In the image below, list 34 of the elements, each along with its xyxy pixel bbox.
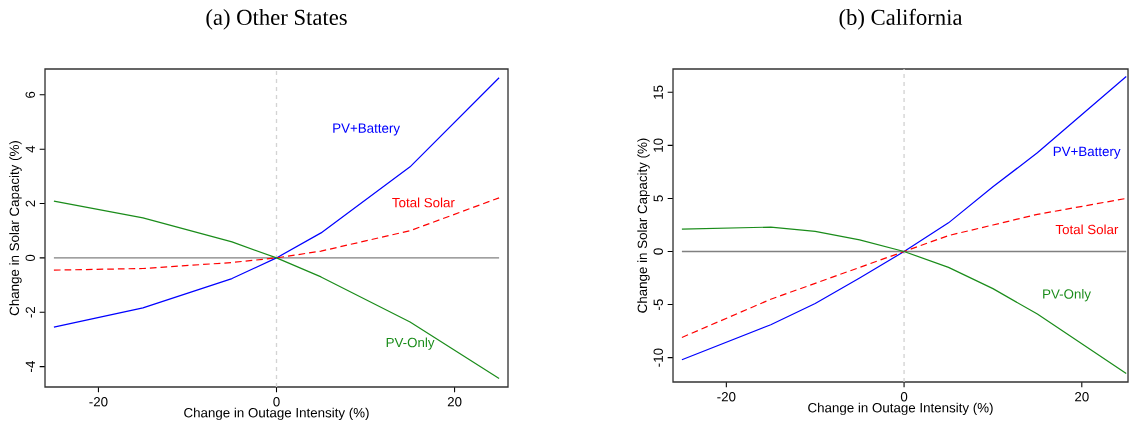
x-tick-label: 20 (447, 397, 462, 407)
y-tick-label: -5 (653, 299, 663, 310)
x-axis-title: Change in Outage Intensity (%) (808, 402, 993, 416)
line-series (681, 226, 1127, 375)
series-label: PV-Only (1043, 288, 1091, 302)
chart-title: (b) California (839, 8, 963, 30)
y-tick-label: -10 (653, 348, 663, 367)
y-tick-label: 0 (25, 254, 35, 262)
y-tick-label: -2 (25, 306, 35, 318)
y-tick-label: -4 (25, 361, 35, 372)
x-axis-title: Change in Outage Intensity (%) (184, 407, 369, 421)
y-axis-title: Change in Solar Capacity (%) (637, 138, 650, 313)
text: PV+Battery (333, 123, 400, 136)
line-series (53, 77, 500, 328)
x-tick-label: -20 (89, 397, 108, 407)
x-tick-label: 0 (900, 392, 908, 402)
y-tick-label: 0 (653, 248, 663, 255)
y-tick-label: 10 (653, 138, 663, 152)
line-series (681, 75, 1127, 361)
chart-title: (a) Other States (206, 9, 347, 30)
x-tick-label: -20 (717, 392, 736, 402)
y-tick-label: 15 (653, 85, 663, 99)
y-tick-label: 6 (25, 91, 35, 98)
series-label: Total Solar (1055, 224, 1119, 235)
y-tick-label: 4 (25, 145, 35, 153)
series-label: PV+Battery (1053, 146, 1121, 159)
x-tick-label: 20 (1075, 392, 1089, 402)
line-series (681, 197, 1127, 339)
y-tick-label: 5 (653, 195, 663, 202)
x-tick-label: 0 (273, 397, 280, 407)
y-tick-label: 2 (25, 200, 35, 207)
series-label: PV-Only (386, 337, 435, 350)
series-label: Total Solar (392, 197, 455, 208)
y-axis-title: Change in Solar Capacity (%) (9, 141, 22, 316)
